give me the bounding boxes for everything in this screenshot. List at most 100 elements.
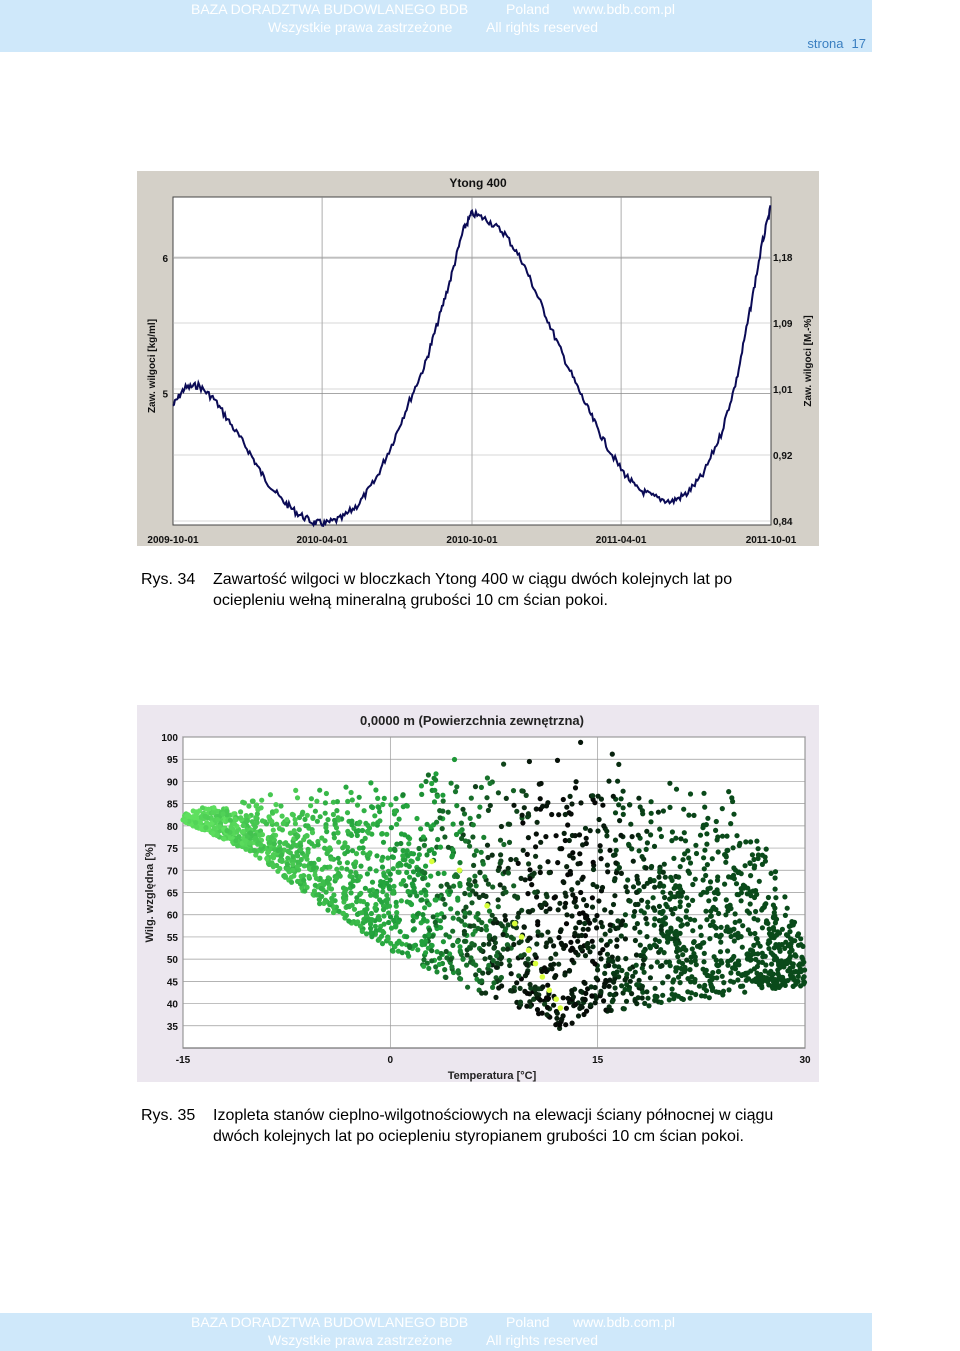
scatter-point — [687, 967, 693, 973]
scatter-point — [763, 846, 769, 852]
scatter-point — [448, 906, 454, 912]
scatter-point — [716, 989, 722, 995]
scatter-point — [406, 841, 412, 847]
scatter-point — [499, 923, 505, 929]
scatter-point — [641, 949, 647, 955]
scatter-point — [543, 968, 549, 975]
scatter-point — [478, 784, 484, 790]
scatter-point — [322, 800, 328, 806]
scatter-point — [757, 943, 763, 949]
scatter-point — [270, 864, 276, 870]
scatter-point — [345, 828, 351, 834]
scatter-point — [306, 839, 312, 845]
scatter-point — [500, 931, 506, 938]
scatter-point — [710, 919, 716, 925]
scatter-point — [518, 953, 524, 959]
scatter-point — [658, 999, 664, 1005]
scatter-point — [576, 832, 583, 838]
page-footer: BAZA DORADZTWA BUDOWLANEGO BDB Poland ww… — [0, 1313, 872, 1351]
scatter-point — [701, 855, 707, 861]
scatter-point — [235, 843, 241, 849]
scatter-point — [630, 884, 637, 890]
scatter-point — [354, 899, 360, 905]
scatter-point — [476, 813, 482, 819]
scatter-point — [398, 840, 404, 847]
scatter-point — [675, 974, 682, 980]
moisture-series-line — [172, 205, 772, 528]
scatter-point — [290, 867, 296, 873]
figure2-caption-line2: dwóch kolejnych lat po ociepleniu styrop… — [213, 1128, 744, 1145]
scatter-point — [704, 831, 710, 837]
scatter-point — [728, 821, 734, 827]
scatter-point — [305, 823, 311, 829]
scatter-point — [615, 918, 621, 924]
scatter-point — [357, 874, 363, 880]
scatter-point — [340, 910, 346, 917]
scatter-point — [336, 908, 342, 914]
scatter-point — [454, 939, 461, 945]
scatter-point — [202, 813, 208, 819]
scatter-point — [232, 821, 238, 827]
isopleth-scatter-chart: 35 40 45 50 55 60 65 70 75 80 85 90 95 100 -15 0 15 30 0,0… — [144, 713, 811, 1082]
scatter-point — [363, 931, 370, 937]
scatter-point — [531, 870, 537, 876]
scatter-point — [543, 943, 549, 950]
scatter-point — [348, 832, 355, 838]
scatter-point — [367, 866, 373, 872]
header-website-link[interactable]: www.bdb.com.pl — [573, 1, 675, 17]
y-tick-label: 70 — [167, 866, 179, 877]
scatter-point — [766, 926, 772, 932]
scatter-point — [622, 977, 628, 983]
scatter-point — [643, 916, 649, 922]
scatter-point — [481, 834, 487, 840]
scatter-point — [525, 835, 531, 841]
scatter-point — [331, 835, 337, 841]
scatter-point — [709, 987, 716, 993]
scatter-point — [495, 867, 501, 873]
scatter-point — [422, 933, 428, 939]
scatter-point — [273, 808, 279, 814]
scatter-point — [673, 835, 679, 841]
scatter-point — [290, 861, 296, 867]
scatter-point — [693, 962, 699, 968]
scatter-point — [288, 874, 294, 880]
scatter-point — [540, 984, 546, 990]
scatter-point — [690, 928, 696, 934]
scatter-point — [335, 830, 341, 836]
scatter-point — [693, 842, 699, 848]
scatter-point — [648, 865, 654, 871]
scatter-point — [677, 899, 683, 905]
scatter-point — [379, 857, 385, 863]
scatter-point — [555, 860, 561, 866]
scatter-point — [728, 978, 734, 984]
scatter-point — [561, 879, 567, 886]
scatter-point — [466, 877, 472, 883]
scatter-point — [393, 903, 399, 909]
y-tick-label: 45 — [167, 977, 179, 988]
scatter-point — [267, 839, 273, 845]
scatter-point — [671, 996, 677, 1002]
scatter-point — [645, 995, 651, 1001]
scatter-point — [233, 838, 239, 844]
scatter-point — [384, 892, 390, 898]
scatter-point — [428, 873, 434, 879]
scatter-point — [729, 956, 735, 962]
scatter-point — [698, 932, 704, 938]
scatter-point — [589, 993, 595, 999]
scatter-point — [618, 933, 624, 939]
scatter-point — [380, 889, 386, 895]
scatter-point — [713, 906, 719, 913]
scatter-point — [332, 821, 338, 827]
footer-website-link[interactable]: www.bdb.com.pl — [573, 1314, 675, 1330]
scatter-point — [501, 885, 507, 891]
scatter-point — [686, 855, 692, 861]
highlight-point — [539, 974, 546, 980]
scatter-point — [626, 987, 632, 993]
scatter-point — [725, 929, 732, 935]
scatter-point — [630, 858, 636, 864]
scatter-point — [548, 955, 554, 962]
scatter-point — [362, 885, 368, 891]
scatter-point — [400, 792, 406, 798]
scatter-point — [521, 805, 527, 811]
scatter-point — [450, 821, 456, 827]
